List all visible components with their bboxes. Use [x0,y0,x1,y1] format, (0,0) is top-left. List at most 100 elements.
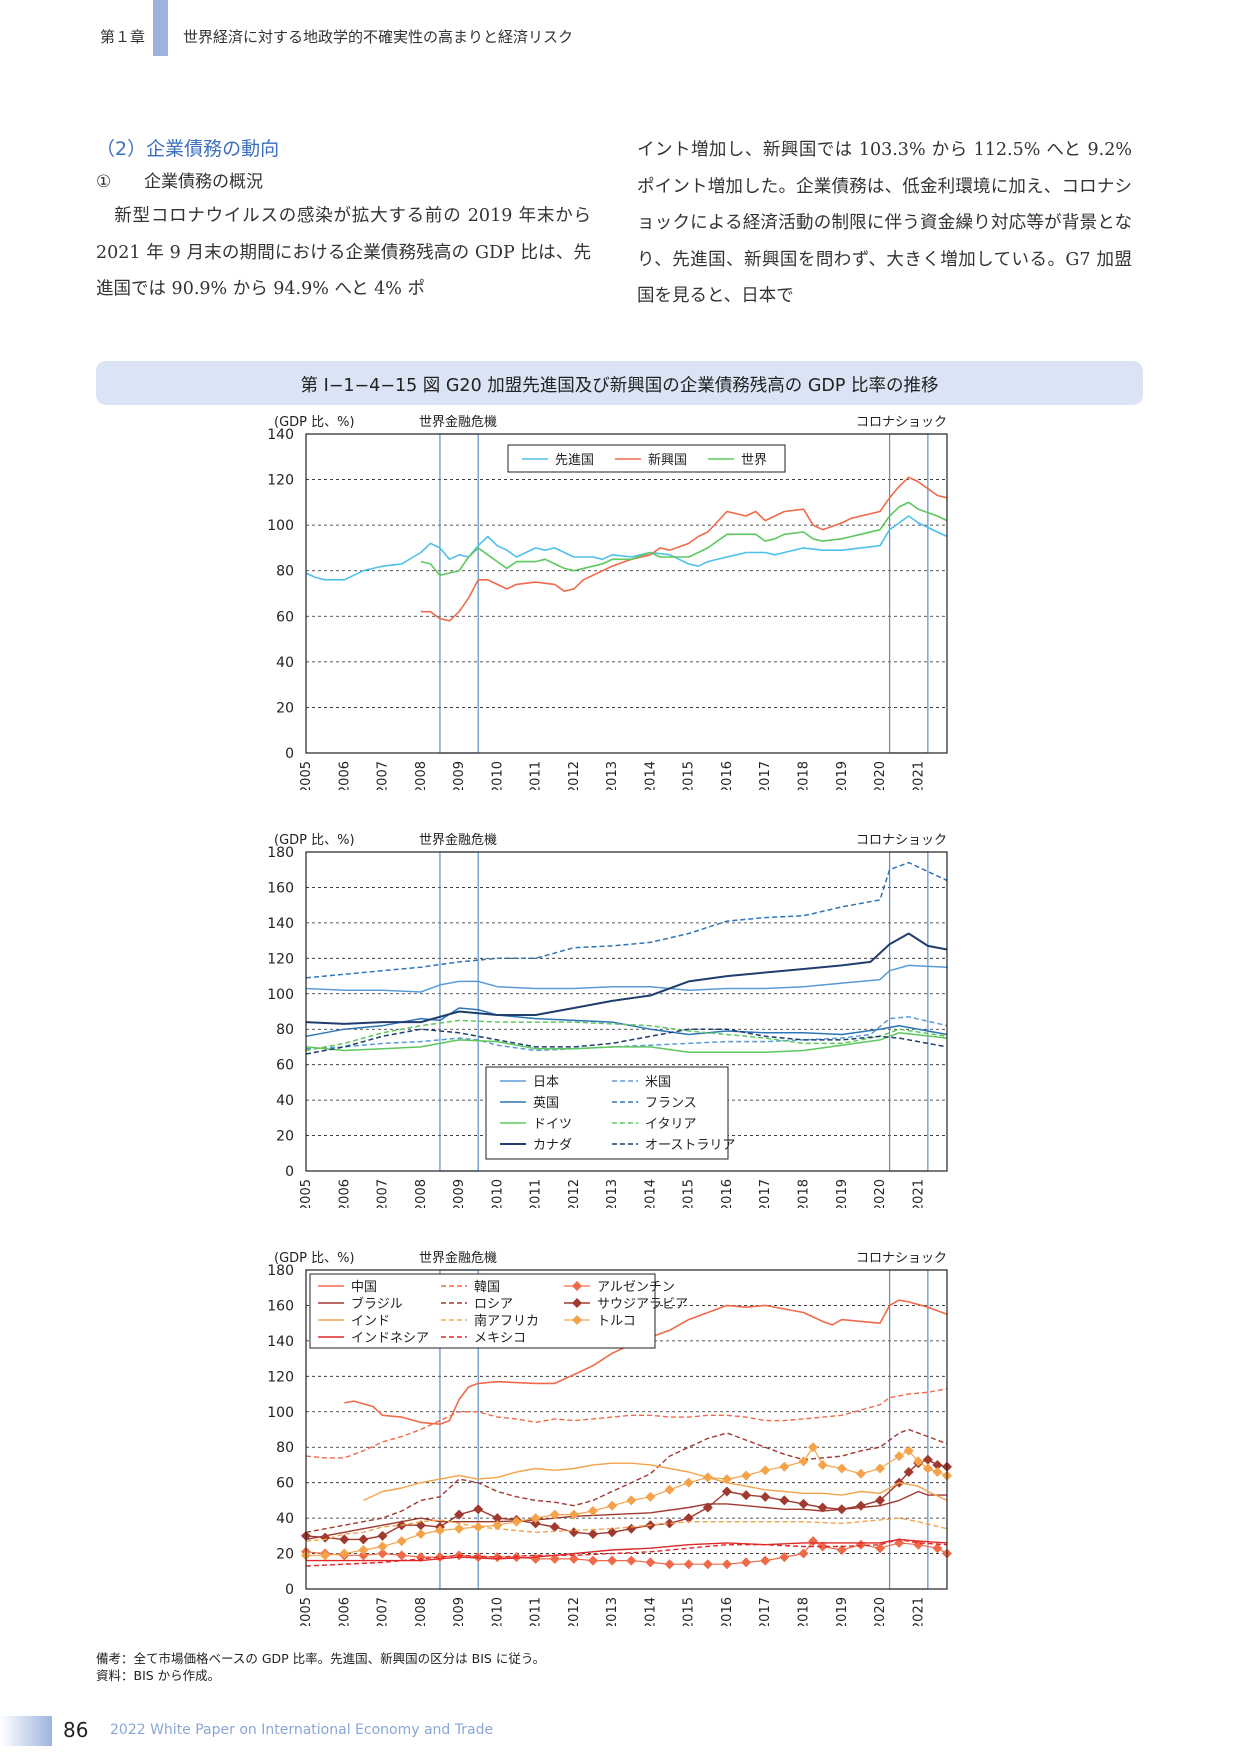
x-tick-label: 2014 [643,1597,658,1626]
period-label: コロナショック [856,1251,947,1266]
series-line [305,932,948,1025]
series-marker [798,1498,809,1509]
y-tick-label: 140 [267,916,294,932]
series-marker [664,1559,675,1570]
legend-label: メキシコ [474,1331,526,1346]
series-marker [454,1523,465,1534]
y-tick-label: 40 [276,655,294,671]
series-marker [855,1468,866,1479]
x-tick-label: 2020 [873,761,888,790]
series-marker [760,1555,771,1566]
x-tick-label: 2018 [796,761,811,790]
series-marker [721,1474,732,1485]
x-tick-label: 2008 [414,1597,429,1626]
legend-label: ブラジル [351,1296,403,1312]
series-line [305,1016,948,1052]
footer-publication-title: 2022 White Paper on International Econom… [110,1722,494,1738]
period-band [439,433,479,754]
series-marker [760,1491,771,1502]
series-marker [875,1495,886,1506]
text-column-left: （2）企業債務の動向 ① 企業債務の概況 新型コロナウイルスの感染が拡大する前の … [96,132,591,308]
series-marker [932,1467,943,1478]
series-marker [473,1552,484,1563]
series-marker [721,1486,732,1497]
series-marker [588,1555,599,1566]
figure-note: 備考：全て市場価格ベースの GDP 比率。先進国、新興国の区分は BIS に従う… [96,1651,546,1666]
series-marker [760,1465,771,1476]
legend-box [309,1273,656,1349]
series-marker [492,1513,503,1524]
series-marker [415,1520,426,1531]
series-marker [683,1513,694,1524]
series-line [306,1538,948,1562]
x-tick-label: 2013 [605,1597,620,1626]
legend-label: 新興国 [648,452,687,468]
x-tick-label: 2009 [452,761,467,790]
series-marker [702,1502,713,1513]
legend-marker [572,1281,582,1291]
x-tick-label: 2012 [567,1179,582,1208]
legend-label: インドネシア [351,1331,429,1346]
series-marker [358,1534,369,1545]
plot-frame [305,433,948,754]
x-tick-label: 2011 [529,761,544,790]
legend-label: 先進国 [555,453,594,468]
series-marker [626,1495,637,1506]
series-line [305,515,948,581]
series-marker [454,1509,465,1520]
x-tick-label: 2005 [299,1597,314,1626]
y-tick-label: 120 [267,1369,294,1385]
series-marker [549,1509,560,1520]
legend-label: アルゼンチン [597,1280,675,1295]
legend-label: ロシア [474,1297,513,1312]
series-marker [894,1451,905,1462]
x-tick-label: 2014 [643,761,658,790]
series-marker [645,1557,656,1568]
series-marker [377,1548,388,1559]
series-line [305,1517,948,1542]
text-column-right: イント増加し、新興国では 103.3% から 112.5% へと 9.2% ポイ… [637,132,1132,315]
series-marker [855,1500,866,1511]
x-tick-label: 2015 [682,1179,697,1208]
legend-marker [572,1315,582,1325]
x-tick-label: 2015 [682,1597,697,1626]
series-marker [626,1523,637,1534]
series-marker [932,1543,943,1554]
series-marker [568,1553,579,1564]
y-tick-label: 140 [267,1334,294,1350]
x-tick-label: 2018 [796,1597,811,1626]
series-marker [377,1541,388,1552]
y-tick-label: 40 [276,1093,294,1109]
x-tick-label: 2017 [758,1597,773,1626]
legend-label: 英国 [533,1096,559,1111]
series-marker [377,1530,388,1541]
x-tick-label: 2013 [605,1179,620,1208]
series-line [305,1388,948,1459]
y-tick-label: 80 [276,1440,294,1456]
period-label: コロナショック [856,415,947,430]
series-marker [588,1506,599,1517]
legend-marker [572,1298,582,1308]
series-marker [473,1504,484,1515]
series-marker [932,1459,943,1470]
y-tick-label: 160 [267,880,294,896]
chapter-title: 世界経済に対する地政学的不確実性の高まりと経済リスク [183,28,574,46]
figure-title: 第 I−1−4−15 図 G20 加盟先進国及び新興国の企業債務残高の GDP … [300,376,939,396]
chapter-label: 第１章 [100,28,146,46]
legend-label: 韓国 [474,1280,500,1295]
series-line [305,1538,948,1567]
x-tick-label: 2019 [835,761,850,790]
chart-aggregate: (GDP 比、%) 0 20 40 60 80 100 120 140 世界金融危機 コロナショック… [267,414,948,790]
series-marker [817,1541,828,1552]
series-line [420,501,948,577]
y-tick-label: 100 [267,987,294,1003]
y-tick-label: 0 [285,1164,294,1180]
period-band [888,433,929,754]
y-tick-label: 60 [276,609,294,625]
series-line [305,1007,948,1038]
x-tick-label: 2012 [567,761,582,790]
plot-frame [305,851,948,1172]
series-line [363,1462,948,1502]
legend-label: サウジアラビア [597,1297,688,1312]
x-tick-label: 2020 [873,1597,888,1626]
